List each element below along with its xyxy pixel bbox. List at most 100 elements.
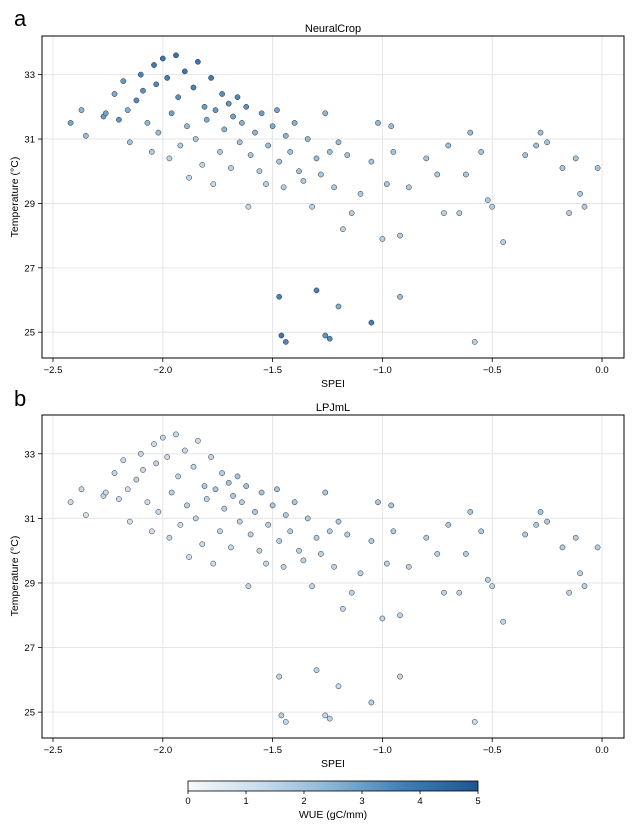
data-point xyxy=(326,335,333,342)
data-point xyxy=(456,210,463,216)
data-point xyxy=(177,142,184,149)
data-point xyxy=(153,81,160,88)
data-point xyxy=(67,120,74,126)
data-point xyxy=(83,132,89,139)
data-point xyxy=(243,103,250,110)
data-point xyxy=(234,94,241,101)
data-point xyxy=(263,560,269,567)
colorbar-tick-label: 0 xyxy=(185,796,190,807)
data-point xyxy=(199,161,206,168)
data-point xyxy=(155,129,162,136)
data-point xyxy=(484,576,491,583)
data-point xyxy=(195,58,201,65)
data-point xyxy=(83,512,89,518)
panel-a: a NeuralCrop −2.5 −2.0 −1.5 −1.0 −0.5 0.0 252… xyxy=(9,6,625,390)
colorbar-gradient xyxy=(187,780,479,792)
data-point xyxy=(581,583,588,590)
colorbar-tick-label: 1 xyxy=(243,796,248,807)
panel-b-points xyxy=(67,431,601,725)
data-point xyxy=(190,84,197,91)
data-point xyxy=(594,165,601,171)
x-tick-label: −1.5 xyxy=(263,745,282,756)
data-point xyxy=(335,139,342,146)
data-point xyxy=(166,155,173,162)
data-point xyxy=(276,293,283,300)
data-point xyxy=(456,589,463,596)
data-point xyxy=(434,551,441,557)
data-point xyxy=(210,560,217,567)
y-tick-label: 25 xyxy=(24,328,35,339)
data-point xyxy=(203,116,210,123)
data-point xyxy=(500,239,507,245)
data-point xyxy=(322,712,329,719)
data-point xyxy=(177,521,184,528)
data-point xyxy=(572,155,579,162)
data-point xyxy=(155,509,162,515)
data-point xyxy=(164,454,171,460)
data-point xyxy=(566,210,572,216)
data-point xyxy=(230,113,236,120)
data-point xyxy=(326,149,333,155)
data-point xyxy=(335,303,342,310)
data-point xyxy=(236,139,243,146)
data-point xyxy=(228,544,234,551)
x-tick-label: −2.5 xyxy=(44,365,63,376)
data-point xyxy=(166,534,173,541)
data-point xyxy=(151,441,157,447)
data-point xyxy=(175,94,182,101)
data-point xyxy=(282,132,289,139)
data-point xyxy=(522,152,529,158)
data-point xyxy=(116,496,122,502)
data-point xyxy=(331,563,337,570)
data-point xyxy=(137,71,144,78)
panel-a-frame xyxy=(41,35,625,359)
data-point xyxy=(247,152,254,158)
data-point xyxy=(280,184,287,191)
panel-letter-a: a xyxy=(14,6,27,31)
x-tick-label: −2.0 xyxy=(153,365,172,376)
data-point xyxy=(256,168,263,175)
data-point xyxy=(375,499,381,506)
data-point xyxy=(201,483,208,489)
data-point xyxy=(357,570,364,577)
data-point xyxy=(537,129,544,136)
data-point xyxy=(383,560,390,567)
data-point xyxy=(126,139,133,146)
data-point xyxy=(309,203,315,210)
panel-a-xlabel: SPEI xyxy=(321,378,345,390)
data-point xyxy=(445,142,452,149)
data-point xyxy=(304,136,311,142)
data-point xyxy=(533,521,540,528)
colorbar-tick-label: 5 xyxy=(475,796,480,807)
y-tick-label: 29 xyxy=(24,199,35,210)
data-point xyxy=(120,457,127,464)
data-point xyxy=(278,332,285,339)
x-tick-label: −0.5 xyxy=(483,365,502,376)
data-point xyxy=(282,512,289,518)
data-point xyxy=(348,210,355,216)
panel-a-yticks: 25 27 29 31 33 xyxy=(24,70,42,339)
data-point xyxy=(175,473,182,480)
data-point xyxy=(484,197,491,204)
data-point xyxy=(533,142,540,149)
panel-b-xlabel: SPEI xyxy=(321,758,345,770)
data-point xyxy=(278,712,285,719)
data-point xyxy=(368,699,375,706)
data-point xyxy=(379,236,386,242)
data-point xyxy=(225,100,232,107)
data-point xyxy=(405,184,412,191)
data-point xyxy=(126,518,133,525)
data-point xyxy=(405,563,412,570)
panel-b: b LPJmL −2.5 −2.0 −1.5 −1.0 −0.5 0.0 25 27 29 31… xyxy=(9,386,625,770)
colorbar: 0 1 2 3 4 5 WUE (gC/mm) xyxy=(185,780,481,821)
data-point xyxy=(243,483,250,489)
data-point xyxy=(313,155,320,162)
data-point xyxy=(153,460,160,467)
data-point xyxy=(144,120,151,126)
data-point xyxy=(151,62,157,68)
data-point xyxy=(423,155,430,162)
data-point xyxy=(340,226,346,233)
data-point xyxy=(434,171,441,178)
x-tick-label: 0.0 xyxy=(595,745,608,756)
data-point xyxy=(296,547,302,554)
